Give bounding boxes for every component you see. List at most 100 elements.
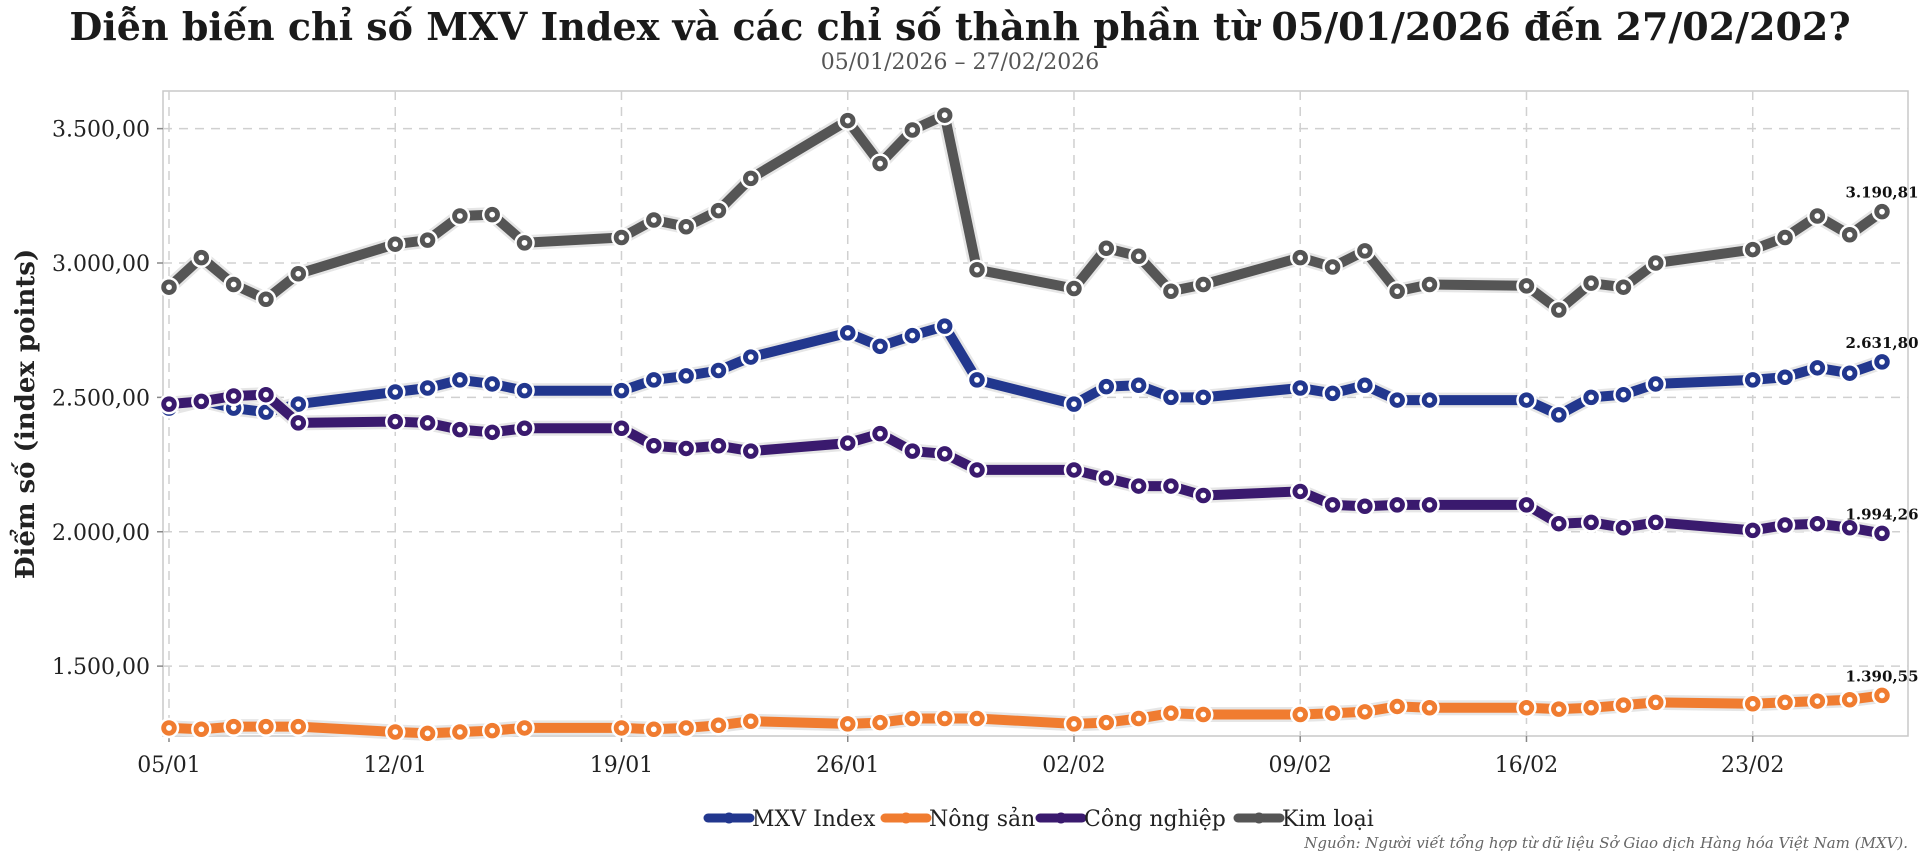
data-point-dot <box>1522 281 1531 290</box>
data-point-dot <box>746 352 755 362</box>
data-point-dot <box>1619 523 1628 532</box>
legend-marker <box>1055 812 1067 824</box>
data-point-dot <box>908 331 917 340</box>
x-tick-label: 23/02 <box>1721 753 1784 778</box>
data-point-dot <box>1587 279 1596 288</box>
data-point-dot <box>875 429 885 438</box>
data-point-dot <box>1877 691 1887 700</box>
data-point-dot <box>488 428 497 437</box>
legend: MXV Index Nông sản Công nghiệp Kim loại <box>703 806 1374 832</box>
data-point-dot <box>1134 252 1143 261</box>
series-line <box>164 110 1887 315</box>
data-point-dot <box>972 714 982 723</box>
legend-item: Kim loại <box>1233 807 1374 832</box>
data-point-dot <box>520 424 529 433</box>
data-point-dot <box>1393 702 1402 711</box>
end-value-label: 1.390,55 <box>1845 667 1918 685</box>
data-point-dot <box>875 159 885 168</box>
data-point-dot <box>682 222 691 231</box>
data-point-dot <box>1587 518 1596 527</box>
data-point-dot <box>423 383 432 393</box>
legend-marker <box>900 812 912 824</box>
series-group <box>158 104 1893 744</box>
data-point-dot <box>164 283 174 292</box>
data-point-dot <box>488 379 497 389</box>
data-point-dot <box>617 233 626 242</box>
data-point-dot <box>1619 700 1628 710</box>
data-point-dot <box>1166 287 1176 296</box>
data-point-dot <box>261 408 271 417</box>
data-point-dot <box>423 418 432 428</box>
data-point-dot <box>1425 703 1434 712</box>
data-point-dot <box>1069 465 1079 475</box>
series-công-nghiệp <box>158 384 1893 544</box>
data-point-dot <box>520 723 529 733</box>
data-point-dot <box>1134 481 1143 491</box>
data-point-dot <box>391 240 400 249</box>
data-point-dot <box>1587 703 1596 712</box>
data-point-dot <box>1651 258 1660 268</box>
data-point-dot <box>1780 698 1790 707</box>
chart-subtitle: 05/01/2026 – 27/02/2026 <box>820 50 1100 75</box>
series-line <box>164 690 1887 739</box>
data-point-dot <box>1845 369 1854 378</box>
data-point-dot <box>164 399 174 409</box>
data-point-dot <box>714 206 723 215</box>
legend-item: MXV Index <box>703 807 876 832</box>
source-note: Nguồn: Người viết tổng hợp từ dữ liệu Sở… <box>1304 834 1908 852</box>
data-point-dot <box>229 722 238 731</box>
data-point-dot <box>1328 709 1337 718</box>
x-tick-label: 26/01 <box>816 753 879 778</box>
data-point-dot <box>1102 382 1111 391</box>
data-point-dot <box>1296 383 1305 393</box>
x-tick-label: 02/02 <box>1042 753 1105 778</box>
data-point-dot <box>1360 502 1369 511</box>
data-point-dot <box>714 721 723 730</box>
data-point-dot <box>1748 375 1757 385</box>
data-point-dot <box>1845 230 1854 239</box>
data-point-dot <box>1393 287 1402 296</box>
data-point-dot <box>1554 305 1563 315</box>
legend-marker <box>1253 812 1265 824</box>
data-point-dot <box>617 424 626 433</box>
data-point-dot <box>617 723 626 733</box>
data-point-dot <box>423 236 432 245</box>
data-point-dot <box>1199 393 1208 402</box>
data-point-dot <box>714 441 723 450</box>
data-point-dot <box>1554 705 1563 714</box>
data-point-dot <box>1102 244 1111 253</box>
data-point-dot <box>843 116 852 125</box>
y-tick-label: 3.500,00 <box>52 118 150 143</box>
data-point-dot <box>1069 719 1079 729</box>
legend-item: Công nghiệp <box>1035 807 1226 832</box>
series-kim-loại <box>158 104 1893 321</box>
y-axis-ticks: 1.500,00 2.000,00 2.500,00 3.000,00 3.500,00 <box>52 118 163 680</box>
data-point-dot <box>1813 519 1822 528</box>
data-point-dot <box>1845 695 1854 704</box>
data-point-dot <box>1522 703 1531 712</box>
data-point-dot <box>391 387 400 397</box>
data-point-dot <box>1328 389 1337 398</box>
data-point-dot <box>1134 381 1143 390</box>
data-point-dot <box>1296 487 1305 496</box>
x-tick-label: 09/02 <box>1269 753 1332 778</box>
data-point-dot <box>972 465 982 475</box>
data-point-dot <box>843 719 852 729</box>
data-point-dot <box>488 726 497 735</box>
data-point-dot <box>1845 523 1854 532</box>
data-point-dot <box>229 280 238 289</box>
data-point-dot <box>1425 395 1434 405</box>
legend-marker <box>723 812 735 824</box>
data-point-dot <box>1587 393 1596 402</box>
data-point-dot <box>1748 245 1757 254</box>
data-point-dot <box>843 328 852 337</box>
data-point-dot <box>1102 718 1111 727</box>
y-tick-label: 2.000,00 <box>52 521 150 546</box>
data-point-dot <box>1877 207 1887 216</box>
data-point-dot <box>1522 395 1531 405</box>
data-point-dot <box>1813 363 1822 372</box>
data-point-dot <box>520 238 529 247</box>
data-point-dot <box>1780 233 1790 242</box>
data-point-dot <box>1748 526 1757 535</box>
